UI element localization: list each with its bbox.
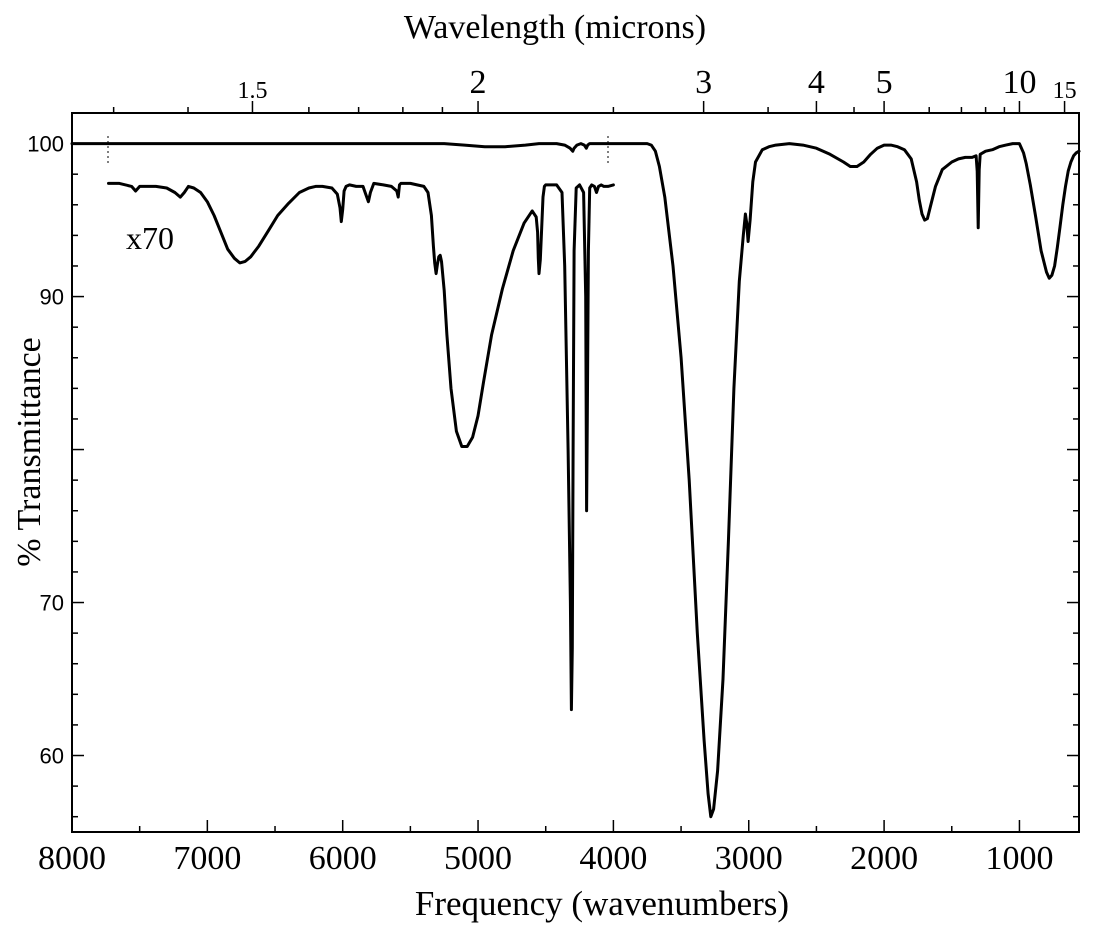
right-axis-ticks [1067, 112, 1079, 818]
bottom-tick-label: 2000 [850, 840, 918, 877]
spectrum-x70-line [107, 181, 615, 712]
plot-lines [70, 142, 1081, 819]
bottom-tick-label: 8000 [38, 840, 106, 877]
left-tick-label: 100 [27, 132, 64, 157]
top-tick-label: 3 [695, 64, 712, 101]
bottom-tick-label: 4000 [579, 840, 647, 877]
top-axis-title: Wavelength (microns) [404, 9, 706, 46]
top-tick-label: 15 [1053, 78, 1077, 104]
top-tick-label: 1.5 [237, 78, 267, 104]
left-axis-ticks: 100 90 70 60 [27, 112, 84, 818]
y-axis-title: % Transmittance [11, 337, 48, 566]
left-tick-label: 90 [40, 285, 64, 310]
x-axis-title: Frequency (wavenumbers) [415, 884, 789, 923]
bottom-axis-ticks: 8000 7000 6000 5000 4000 3000 2000 1000 [38, 820, 1053, 877]
bottom-tick-label: 7000 [173, 840, 241, 877]
scale-segment-marks [107, 136, 609, 164]
spectrum-line [70, 142, 1081, 819]
top-axis-ticks: 1.5 2 3 4 5 10 15 [112, 64, 1077, 113]
top-tick-label: 2 [470, 64, 487, 101]
left-tick-label: 60 [40, 744, 64, 769]
bottom-tick-label: 6000 [309, 840, 377, 877]
scale-annotation: x70 [126, 220, 174, 256]
bottom-tick-label: 1000 [985, 840, 1053, 877]
bottom-tick-label: 3000 [715, 840, 783, 877]
left-tick-label: 70 [40, 591, 64, 616]
top-tick-label: 4 [808, 64, 825, 101]
bottom-tick-label: 5000 [444, 840, 512, 877]
top-tick-label: 10 [1002, 64, 1036, 101]
top-tick-label: 5 [876, 64, 893, 101]
plot-frame [71, 112, 1080, 833]
